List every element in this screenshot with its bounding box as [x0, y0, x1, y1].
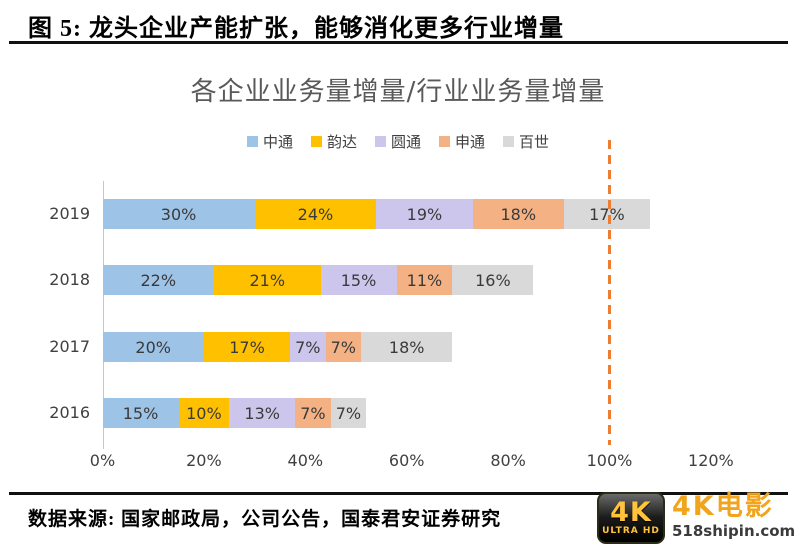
bar-segment-圆通: 13% — [229, 398, 296, 428]
bar-segment-中通: 15% — [102, 398, 179, 428]
watermark: 4K ULTRA HD 4K电影 518shipin.com — [597, 492, 795, 544]
legend-label: 圆通 — [390, 132, 421, 151]
4k-badge: 4K ULTRA HD — [597, 492, 665, 544]
legend-label: 韵达 — [326, 132, 357, 151]
legend-item: 中通 — [246, 131, 293, 152]
x-axis-tick-label: 80% — [490, 451, 526, 470]
legend-label: 申通 — [455, 132, 486, 151]
y-axis-line — [102, 181, 104, 449]
bar-segment-申通: 7% — [325, 332, 362, 362]
bar-segment-百世: 17% — [563, 199, 651, 229]
bar-segment-百世: 16% — [452, 265, 534, 295]
bar-segment-韵达: 10% — [178, 398, 230, 428]
chart-legend: 中通 韵达 圆通 申通 百世 — [0, 131, 796, 151]
watermark-text: 4K电影 518shipin.com — [672, 491, 796, 541]
figure-caption: 图 5: 龙头企业产能扩张，能够消化更多行业增量 — [28, 16, 564, 42]
legend-item: 申通 — [439, 131, 485, 152]
legend-item: 圆通 — [374, 131, 421, 152]
watermark-title: 4K电影 — [672, 491, 774, 522]
watermark-site: 518shipin.com — [672, 522, 796, 540]
bar-segment-韵达: 24% — [254, 199, 377, 229]
legend-item: 百世 — [503, 131, 549, 152]
bar-segment-圆通: 15% — [320, 265, 397, 295]
category-label: 2018 — [49, 270, 90, 289]
bar-segment-中通: 22% — [102, 265, 215, 295]
legend-marker-icon — [374, 135, 386, 147]
legend-item: 韵达 — [310, 131, 357, 152]
legend-label: 中通 — [262, 132, 293, 151]
legend-marker-icon — [503, 135, 515, 147]
x-axis-tick-label: 0% — [89, 451, 116, 470]
category-label: 2017 — [49, 337, 90, 356]
bar-segment-百世: 7% — [330, 398, 367, 428]
bar-segment-中通: 30% — [102, 199, 255, 229]
category-label: 2016 — [49, 403, 90, 422]
x-axis-tick-label: 120% — [688, 451, 734, 470]
legend-label: 百世 — [519, 132, 550, 151]
data-source: 数据来源: 国家邮政局，公司公告，国泰君安证券研究 — [28, 509, 502, 530]
bar-segment-圆通: 19% — [376, 199, 473, 229]
category-label: 2019 — [49, 204, 90, 223]
bar-segment-圆通: 7% — [290, 332, 326, 362]
legend-marker-icon — [310, 135, 322, 147]
chart-title: 各企业业务量增量/行业业务量增量 — [190, 77, 606, 107]
4k-badge-sub: ULTRA HD — [602, 526, 660, 536]
bar-segment-百世: 18% — [361, 332, 453, 362]
x-axis-tick-label: 60% — [388, 451, 425, 470]
x-axis-tick-label: 100% — [586, 451, 633, 470]
4k-badge-main: 4K — [610, 497, 652, 528]
top-divider — [9, 41, 788, 44]
bar-segment-中通: 20% — [102, 332, 204, 362]
bar-segment-韵达: 21% — [214, 265, 321, 295]
x-axis-tick-label: 40% — [287, 451, 324, 470]
legend-marker-icon — [439, 135, 450, 147]
bottom-divider — [9, 492, 788, 495]
reference-line-100pct — [608, 140, 611, 445]
bar-segment-申通: 11% — [396, 265, 453, 295]
bar-segment-申通: 7% — [295, 398, 331, 428]
x-axis-tick-label: 20% — [186, 451, 222, 470]
bar-segment-韵达: 17% — [203, 332, 291, 362]
bar-segment-申通: 18% — [472, 199, 564, 229]
legend-marker-icon — [246, 135, 258, 147]
